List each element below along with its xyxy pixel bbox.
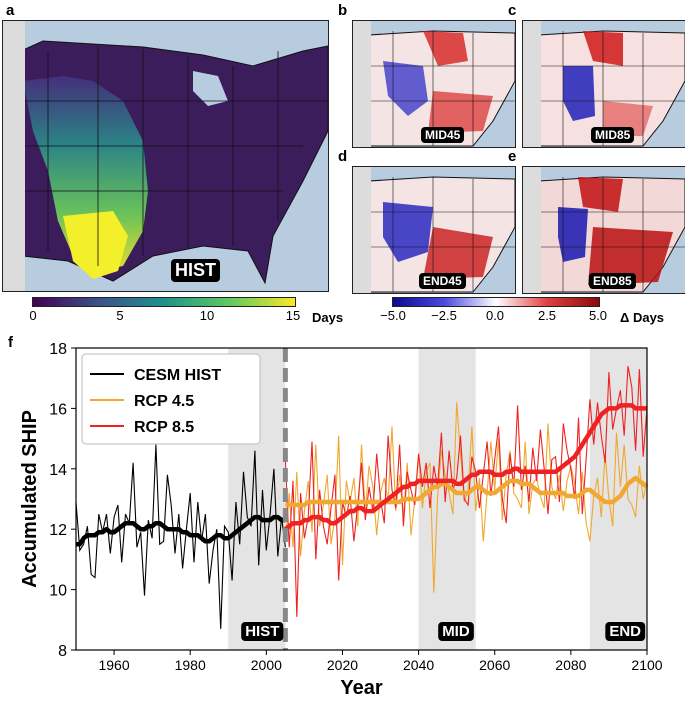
end85-badge: END85 xyxy=(589,273,636,289)
x-tick-label: 2080 xyxy=(555,657,586,673)
end45-badge: END45 xyxy=(419,273,466,289)
period-label-hist: HIST xyxy=(245,623,279,640)
end85-map-graphic xyxy=(523,167,685,293)
y-tick-label: 16 xyxy=(49,401,67,418)
y-tick-label: 14 xyxy=(49,462,67,479)
period-label-end: END xyxy=(609,623,641,640)
diff-colorbar xyxy=(392,297,600,307)
panel-label-a: a xyxy=(6,2,15,19)
legend-label-rcp85: RCP 8.5 xyxy=(134,419,194,436)
mid85-badge: MID85 xyxy=(591,127,635,143)
hist-cb-tick: 0 xyxy=(29,308,37,323)
x-axis-title: Year xyxy=(340,677,382,699)
hist-cb-tick: 10 xyxy=(199,308,215,323)
panel-label-c: c xyxy=(508,2,517,19)
end45-map-graphic xyxy=(353,167,515,293)
y-tick-label: 10 xyxy=(49,583,67,600)
y-axis-title: Accumulated SHIP xyxy=(19,410,41,588)
diff-cb-tick: 5.0 xyxy=(588,308,608,323)
hist-cb-tick: 15 xyxy=(285,308,301,323)
legend-box xyxy=(81,353,261,445)
hist-badge: HIST xyxy=(171,259,221,282)
series-rcp85-smooth xyxy=(284,403,647,531)
y-tick-label: 8 xyxy=(58,643,67,660)
diff-cb-unit: Δ Days xyxy=(620,310,665,325)
x-tick-label: 1960 xyxy=(98,657,129,673)
hist-colorbar xyxy=(32,297,296,307)
legend-label-rcp45: RCP 4.5 xyxy=(134,393,194,410)
hist-map: HIST xyxy=(2,20,329,292)
ship-timeseries-chart: HIST MID END 1960 1980 2000 2020 2040 2060 2080 21… xyxy=(19,341,663,699)
x-tick-label: 2100 xyxy=(631,657,662,673)
x-tick-label: 2000 xyxy=(251,657,282,673)
hist-map-graphic xyxy=(3,21,328,291)
period-label-bg xyxy=(605,622,646,641)
diff-cb-tick: 2.5 xyxy=(537,308,557,323)
mid45-map-graphic xyxy=(353,21,515,147)
series-rcp45-smooth xyxy=(285,475,649,508)
x-tick-label: 2060 xyxy=(479,657,510,673)
mid45-badge: MID45 xyxy=(421,127,465,143)
period-label-bg xyxy=(241,622,284,641)
panel-label-f: f xyxy=(8,334,13,351)
texas-max-values xyxy=(63,211,128,279)
series-rcp45-annual xyxy=(284,402,648,593)
series-cesm-smooth xyxy=(76,514,286,547)
legend-label-cesm: CESM HIST xyxy=(134,367,221,384)
plot-frame xyxy=(75,347,648,651)
x-tick-label: 2020 xyxy=(327,657,358,673)
end85-map: END85 xyxy=(522,166,685,294)
y-tick-label: 18 xyxy=(49,341,67,358)
y-tick-label: 12 xyxy=(49,522,67,539)
period-label-bg xyxy=(438,622,474,641)
state-borders xyxy=(3,46,328,266)
period-label-mid: MID xyxy=(442,623,470,640)
panel-label-e: e xyxy=(508,148,517,165)
series-cesm-annual xyxy=(75,444,286,629)
diff-cb-tick: 0.0 xyxy=(485,308,505,323)
x-tick-label: 2040 xyxy=(403,657,434,673)
hist-cb-tick: 5 xyxy=(116,308,124,323)
great-lakes xyxy=(193,71,228,106)
shaded-period-mid xyxy=(418,348,476,650)
mid45-map: MID45 xyxy=(352,20,516,148)
western-us-masked xyxy=(3,21,25,291)
panel-label-b: b xyxy=(338,2,348,19)
diff-cb-tick: −2.5 xyxy=(431,308,457,323)
end45-map: END45 xyxy=(352,166,516,294)
diff-cb-tick: −5.0 xyxy=(380,308,406,323)
hist-cb-unit: Days xyxy=(312,310,344,325)
x-tick-label: 1980 xyxy=(175,657,206,673)
panel-label-d: d xyxy=(338,148,348,165)
mid85-map: MID85 xyxy=(522,20,685,148)
